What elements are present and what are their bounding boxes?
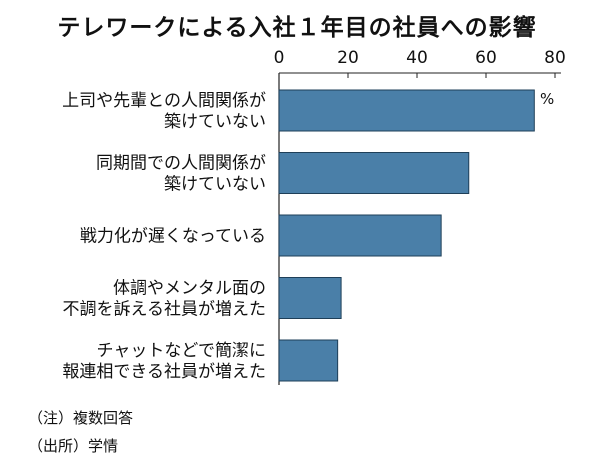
category-label: 体調やメンタル面の bbox=[113, 279, 266, 299]
category-label: 不調を訴える社員が増えた bbox=[63, 300, 267, 320]
category-label: チャットなどで簡潔に bbox=[97, 341, 267, 361]
chart-title: テレワークによる入社１年目の社員への影響 bbox=[57, 15, 537, 41]
category-label: 築けていない bbox=[164, 112, 266, 132]
bar-chart: 0 20 40 60 80上司や先輩との人間関係が築けていない同期間での人間関係が築けて… bbox=[62, 48, 566, 385]
x-tick-label: 60 bbox=[475, 48, 497, 68]
bar bbox=[278, 339, 339, 382]
bar bbox=[278, 214, 442, 257]
unit-label: % bbox=[540, 90, 554, 108]
category-label: 同期間での人間関係が bbox=[96, 154, 266, 174]
category-label: 上司や先輩との人間関係が bbox=[62, 91, 266, 111]
x-tick-label: 20 bbox=[337, 48, 359, 68]
x-tick-label: 0 bbox=[274, 48, 285, 68]
bar bbox=[278, 89, 535, 132]
category-label: 報連相できる社員が増えた bbox=[62, 362, 266, 382]
x-tick-label: 80 bbox=[544, 48, 566, 68]
x-tick-label: 40 bbox=[406, 48, 428, 68]
note-source: （出所）学情 bbox=[28, 437, 119, 455]
note-multiple-answers: （注）複数回答 bbox=[28, 409, 134, 427]
category-label: 戦力化が遅くなっている bbox=[80, 227, 266, 247]
category-label: 築けていない bbox=[164, 175, 266, 195]
bar bbox=[278, 152, 470, 194]
bar bbox=[278, 277, 342, 319]
notes: （注）複数回答 （出所）学情 bbox=[28, 404, 133, 460]
